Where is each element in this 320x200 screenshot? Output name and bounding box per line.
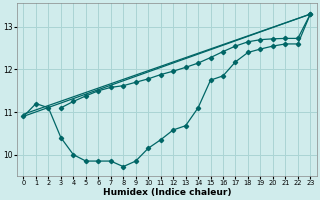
X-axis label: Humidex (Indice chaleur): Humidex (Indice chaleur): [103, 188, 231, 197]
